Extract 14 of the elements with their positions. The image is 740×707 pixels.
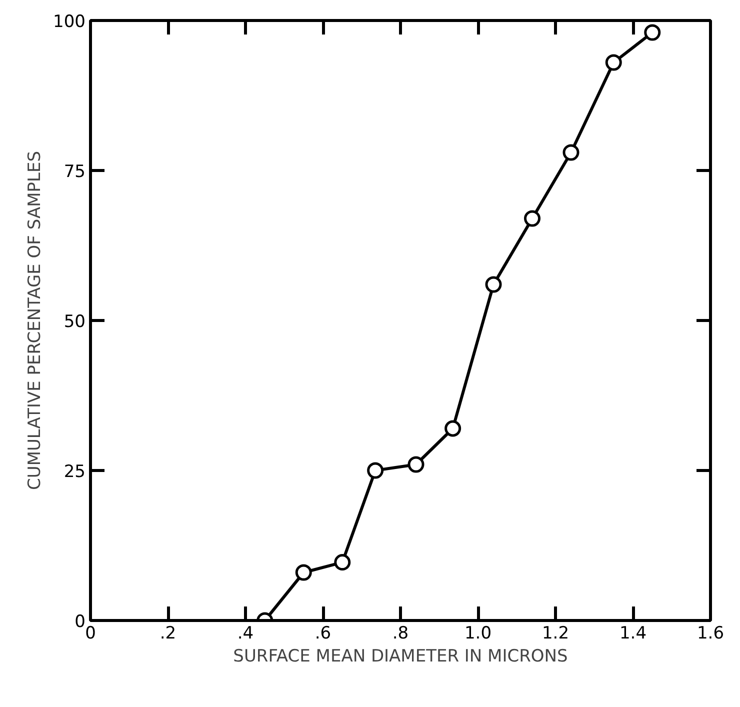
x-tick-label: .4 bbox=[237, 624, 254, 644]
x-tick-label: .6 bbox=[314, 624, 332, 644]
y-tick-label: 50 bbox=[64, 312, 86, 332]
x-tick-label: .8 bbox=[392, 624, 409, 644]
y-axis-title: CUMULATIVE PERCENTAGE OF SAMPLES bbox=[25, 150, 46, 490]
x-tick-label: 1.6 bbox=[696, 624, 724, 644]
x-tick-label: 1.2 bbox=[542, 624, 570, 644]
x-tick-label: 1.4 bbox=[619, 624, 647, 644]
x-tick-label: .2 bbox=[160, 624, 176, 644]
x-tick-label: 1.0 bbox=[464, 624, 492, 644]
y-tick-label: 25 bbox=[64, 462, 86, 482]
y-tick-label: 100 bbox=[53, 12, 86, 32]
y-tick-label: 75 bbox=[64, 162, 86, 182]
x-axis-title: SURFACE MEAN DIAMETER IN MICRONS bbox=[233, 646, 568, 666]
